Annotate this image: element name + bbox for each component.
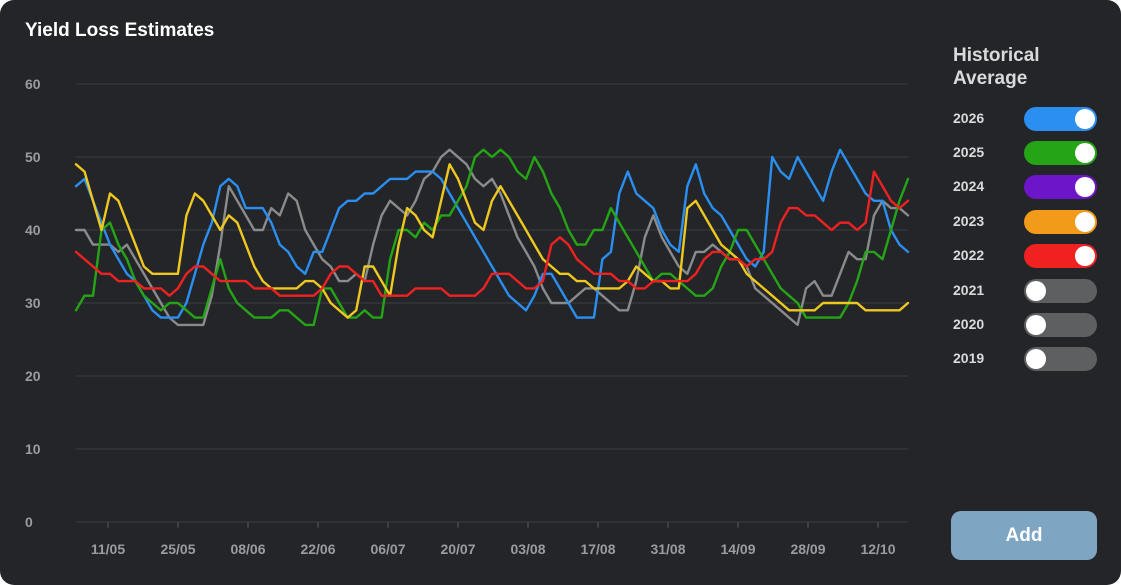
toggle-2024[interactable] [1024, 175, 1097, 199]
series-layer [74, 148, 910, 327]
x-tick-label: 17/08 [580, 541, 615, 557]
legend-item-2026: 2026 [953, 107, 1098, 131]
x-tick-label: 06/07 [370, 541, 405, 557]
legend-item-2024: 2024 [953, 175, 1098, 199]
x-tick-label: 22/06 [300, 541, 335, 557]
y-tick-label: 30 [25, 295, 41, 311]
legend-item-2022: 2022 [953, 244, 1098, 268]
chart-title: Yield Loss Estimates [25, 20, 215, 41]
toggle-knob [1075, 246, 1095, 266]
add-button[interactable]: Add [951, 511, 1097, 560]
y-tick-label: 60 [25, 76, 41, 92]
x-tick-label: 25/05 [160, 541, 195, 557]
x-tick-label: 31/08 [650, 541, 685, 557]
toggle-2021[interactable] [1024, 279, 1097, 303]
legend-title: Historical Average [953, 45, 1040, 89]
toggle-knob [1026, 281, 1046, 301]
series-line-3 [74, 163, 910, 319]
toggle-knob [1075, 143, 1095, 163]
toggle-2019[interactable] [1024, 347, 1097, 371]
legend-label: 2023 [953, 213, 985, 229]
x-tick-label: 12/10 [860, 541, 895, 557]
y-axis-ticks: 0 10 20 30 40 50 60 [25, 76, 41, 530]
legend-label: 2021 [953, 282, 985, 298]
legend-item-2021: 2021 [953, 279, 1098, 303]
y-tick-label: 40 [25, 222, 41, 238]
toggle-knob [1075, 212, 1095, 232]
x-tick-label: 08/06 [230, 541, 265, 557]
legend-label: 2019 [953, 350, 985, 366]
toggle-2026[interactable] [1024, 107, 1097, 131]
legend-item-2023: 2023 [953, 210, 1098, 234]
series-line-2 [74, 148, 910, 327]
x-tick-label: 20/07 [440, 541, 475, 557]
x-tick-label: 11/05 [91, 541, 125, 557]
x-tick-label: 28/09 [790, 541, 825, 557]
series-line-1 [74, 148, 910, 319]
y-tick-label: 10 [25, 441, 41, 457]
y-tick-label: 20 [25, 368, 41, 384]
legend-label: 2020 [953, 316, 985, 332]
y-tick-label: 0 [25, 514, 33, 530]
y-tick-label: 50 [25, 149, 41, 165]
legend-label: 2022 [953, 247, 985, 263]
toggle-knob [1075, 177, 1095, 197]
series-line-4 [74, 170, 910, 297]
series-line-0 [74, 148, 910, 327]
legend-label: 2025 [953, 144, 985, 160]
legend-label: 2024 [953, 178, 985, 194]
legend-label: 2026 [953, 110, 985, 126]
x-tick-label: 03/08 [510, 541, 545, 557]
toggle-knob [1075, 109, 1095, 129]
legend-item-2020: 2020 [953, 313, 1098, 337]
toggle-2022[interactable] [1024, 244, 1097, 268]
toggle-knob [1026, 315, 1046, 335]
x-axis-ticks: 11/05 25/05 08/06 22/06 06/07 20/07 03/08 17/08… [91, 522, 896, 557]
toggle-knob [1026, 349, 1046, 369]
x-tick-label: 14/09 [720, 541, 755, 557]
line-chart: 0 10 20 30 40 50 60 11/05 25/05 08/06 22/06 06/07 2… [25, 76, 910, 557]
toggle-2023[interactable] [1024, 210, 1097, 234]
toggle-2025[interactable] [1024, 141, 1097, 165]
grid-layer [76, 83, 908, 523]
legend-item-2019: 2019 [953, 347, 1098, 371]
legend-item-2025: 2025 [953, 141, 1098, 165]
toggle-2020[interactable] [1024, 313, 1097, 337]
